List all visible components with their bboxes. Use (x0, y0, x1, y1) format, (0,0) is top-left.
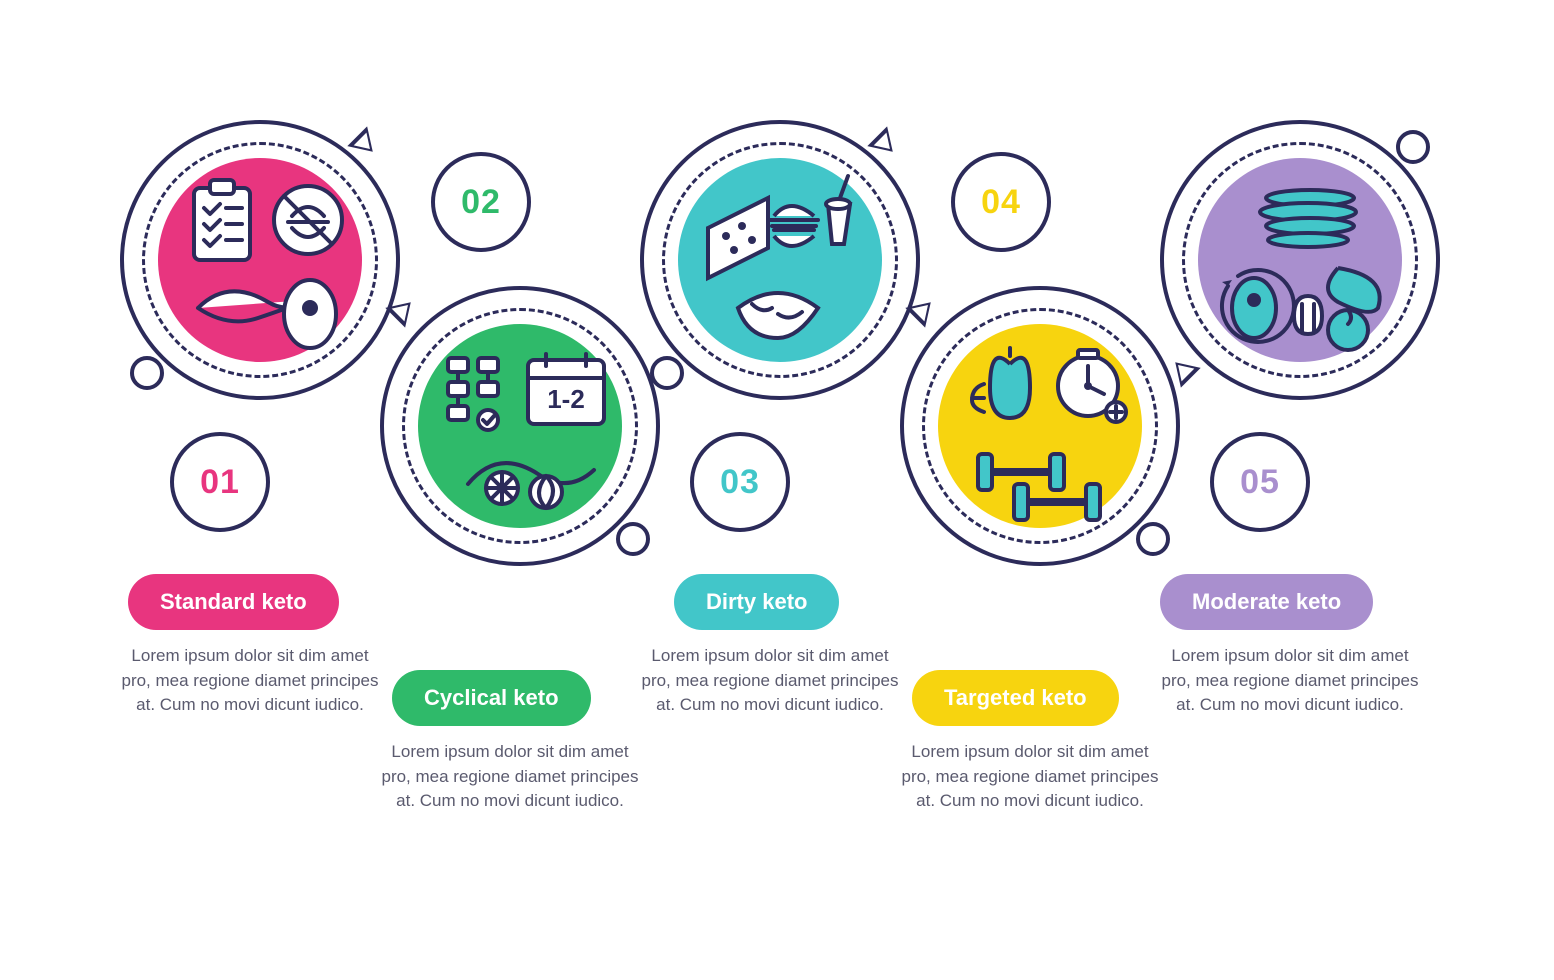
step-label: Targeted keto (912, 670, 1119, 726)
step-number: 04 (951, 152, 1051, 252)
connector-dot (130, 356, 164, 390)
step-circle (120, 120, 400, 400)
step-number: 02 (431, 152, 531, 252)
connector-dot (1396, 130, 1430, 164)
connector-dot (1136, 522, 1170, 556)
connector-dot (616, 522, 650, 556)
step-description: Lorem ipsum dolor sit dim amet pro, mea … (900, 740, 1160, 814)
connector-dot (650, 356, 684, 390)
connector-arrow (867, 126, 902, 161)
step-description: Lorem ipsum dolor sit dim amet pro, mea … (120, 644, 380, 718)
step-label: Dirty keto (674, 574, 839, 630)
step-label: Cyclical keto (392, 670, 591, 726)
step-circle (640, 120, 920, 400)
svg-text:1-2: 1-2 (547, 384, 585, 414)
step-description: Lorem ipsum dolor sit dim amet pro, mea … (380, 740, 640, 814)
connector-arrow (347, 126, 382, 161)
step-description: Lorem ipsum dolor sit dim amet pro, mea … (640, 644, 900, 718)
step-label: Standard keto (128, 574, 339, 630)
step-number: 05 (1210, 432, 1310, 532)
step-circle (900, 286, 1180, 566)
step-description: Lorem ipsum dolor sit dim amet pro, mea … (1160, 644, 1420, 718)
step-label: Moderate keto (1160, 574, 1373, 630)
step-circle (1160, 120, 1440, 400)
step-number: 01 (170, 432, 270, 532)
infographic-stage: 01 Standard keto Lorem ipsum dolor sit dim… (0, 0, 1554, 980)
step-number: 03 (690, 432, 790, 532)
step-circle: 1-2 (380, 286, 660, 566)
